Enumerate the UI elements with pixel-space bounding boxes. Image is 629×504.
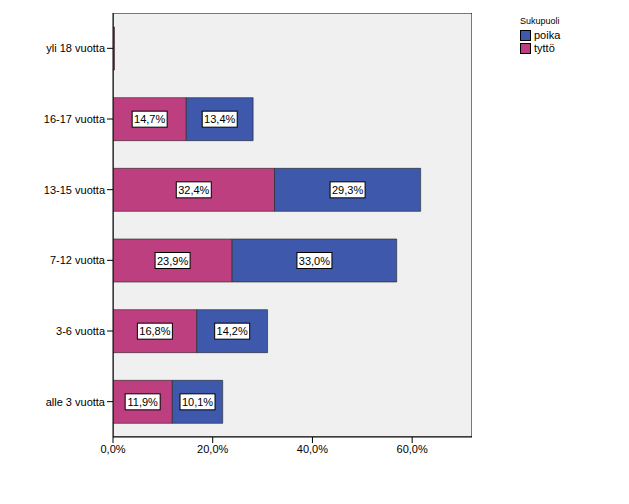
svg-text:33,0%: 33,0% xyxy=(299,255,330,267)
svg-text:13,4%: 13,4% xyxy=(204,113,235,125)
svg-text:60,0%: 60,0% xyxy=(397,443,428,455)
html-text:Sukupuoli: Sukupuoli xyxy=(520,16,560,26)
svg-text:16,8%: 16,8% xyxy=(139,325,170,337)
svg-text:40,0%: 40,0% xyxy=(297,443,328,455)
svg-text:13-15 vuotta: 13-15 vuotta xyxy=(44,184,106,196)
html-text:tyttö: tyttö xyxy=(534,42,555,54)
svg-text:10,1%: 10,1% xyxy=(182,396,213,408)
svg-text:20,0%: 20,0% xyxy=(197,443,228,455)
html-text:poika: poika xyxy=(534,29,561,41)
svg-text:14,7%: 14,7% xyxy=(134,113,165,125)
svg-text:7-12 vuotta: 7-12 vuotta xyxy=(50,254,106,266)
svg-text:alle 3 vuotta: alle 3 vuotta xyxy=(46,396,106,408)
svg-text:32,4%: 32,4% xyxy=(178,184,209,196)
svg-text:16-17 vuotta: 16-17 vuotta xyxy=(44,113,106,125)
svg-text:14,2%: 14,2% xyxy=(217,325,248,337)
svg-text:23,9%: 23,9% xyxy=(157,255,188,267)
svg-text:0,0%: 0,0% xyxy=(100,443,125,455)
svg-text:29,3%: 29,3% xyxy=(332,184,363,196)
svg-text:11,9%: 11,9% xyxy=(127,396,158,408)
svg-text:3-6 vuotta: 3-6 vuotta xyxy=(56,325,106,337)
svg-text:yli 18 vuotta: yli 18 vuotta xyxy=(46,42,106,54)
